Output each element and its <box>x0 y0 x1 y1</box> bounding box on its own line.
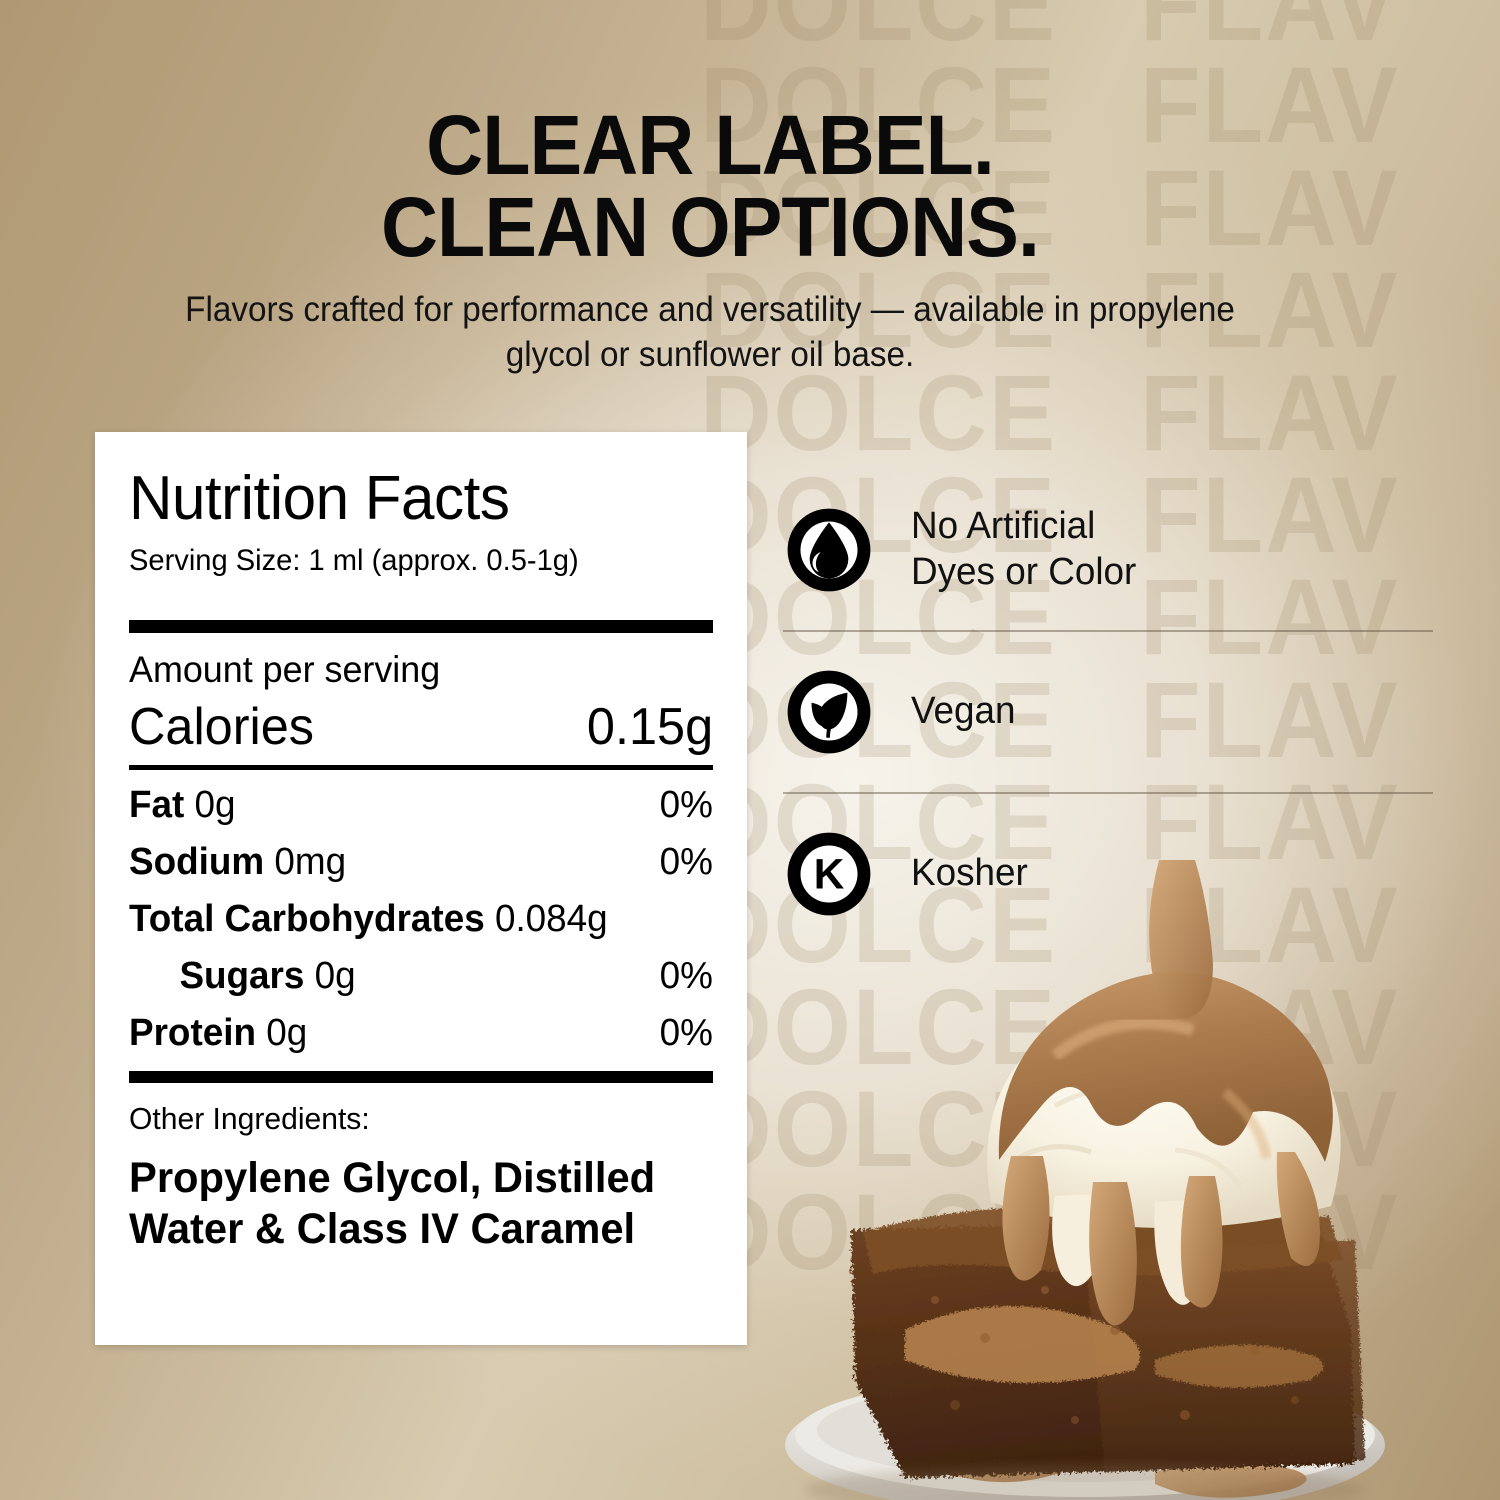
nutrient-name: Sugars <box>179 955 305 997</box>
kosher-k-icon: K <box>787 832 871 916</box>
badge-divider <box>783 630 1433 632</box>
watermark-word: DOLCE <box>700 1170 1057 1292</box>
nutrition-rule-calories <box>129 765 713 770</box>
nutrient-daily-value: 0% <box>659 784 713 826</box>
headline-block: CLEAR LABEL. CLEAN OPTIONS. Flavors craf… <box>60 98 1360 378</box>
serving-size-text: Serving Size: 1 ml (approx. 0.5-1g) <box>129 544 579 577</box>
calories-value: 0.15g <box>586 698 713 756</box>
headline-line-1: CLEAR LABEL. <box>426 98 995 192</box>
watermark-word: FLAV <box>1140 965 1400 1087</box>
nutrient-amount: 0g <box>304 955 356 997</box>
watermark-word: FLAV <box>1140 351 1400 473</box>
nutrient-amount: 0mg <box>264 841 347 883</box>
calories-label: Calories <box>129 698 315 756</box>
nutrient-name: Total Carbohydrates <box>129 898 485 940</box>
nutrient-row: Fat 0g 0% <box>129 784 713 827</box>
nutrient-row: Sodium 0mg 0% <box>129 841 713 884</box>
nutrient-name-amount: Total Carbohydrates 0.084g <box>129 898 608 941</box>
nutrient-name: Protein <box>129 1012 256 1054</box>
badge-row: Vegan <box>783 632 1433 792</box>
leaf-icon <box>787 670 871 754</box>
nutrient-amount: 0g <box>184 784 236 826</box>
certification-badge-list: No Artificial Dyes or Color Vegan K Kosher <box>783 470 1433 954</box>
watermark-word: DOLCE <box>700 351 1057 473</box>
nutrient-name: Fat <box>129 784 185 826</box>
nutrient-row: Sugars 0g 0% <box>129 955 713 998</box>
other-ingredients-text: Propylene Glycol, Distilled Water & Clas… <box>129 1154 656 1253</box>
amount-per-serving-label: Amount per serving <box>129 649 441 690</box>
nutrition-facts-card: Nutrition Facts Serving Size: 1 ml (appr… <box>95 432 747 1345</box>
badge-label: Vegan <box>911 690 1016 733</box>
nutrient-amount: 0.084g <box>484 898 608 940</box>
svg-text:K: K <box>814 851 845 898</box>
other-ingredients-label: Other Ingredients: <box>129 1101 370 1136</box>
nutrient-amount: 0g <box>255 1012 308 1054</box>
nutrient-daily-value: 0% <box>659 955 713 997</box>
watermark-word: DOLCE <box>700 965 1057 1087</box>
nutrient-name-amount: Protein 0g <box>129 1012 307 1055</box>
badge-row: No Artificial Dyes or Color <box>783 470 1433 630</box>
nutrient-rows: Fat 0g 0% Sodium 0mg 0% Total Carbohydrates … <box>129 784 713 1055</box>
calories-row: Calories 0.15g <box>129 697 713 757</box>
nutrient-name-amount: Fat 0g <box>129 784 236 827</box>
nutrient-name: Sodium <box>129 841 265 883</box>
droplet-icon <box>787 508 871 592</box>
sticky-toffee-pudding-photo <box>755 860 1500 1500</box>
nutrient-row: Total Carbohydrates 0.084g <box>129 898 713 941</box>
nutrient-row: Protein 0g 0% <box>129 1012 713 1055</box>
nutrition-facts-title: Nutrition Facts <box>129 464 510 533</box>
nutrition-rule-top <box>129 620 713 633</box>
nutrient-daily-value: 0% <box>659 1012 713 1054</box>
watermark-word: FLAV <box>1140 1068 1400 1190</box>
badge-label: No Artificial Dyes or Color <box>911 505 1137 593</box>
nutrient-name-amount: Sodium 0mg <box>129 841 346 884</box>
watermark-word: FLAV <box>1140 1170 1400 1292</box>
nutrient-daily-value: 0% <box>659 841 713 883</box>
headline-line-2: CLEAN OPTIONS. <box>380 180 1040 275</box>
nutrition-rule-bottom <box>129 1071 713 1083</box>
subheadline: Flavors crafted for performance and vers… <box>185 289 1235 375</box>
badge-row: K Kosher <box>783 794 1433 954</box>
watermark-word: FLAV <box>1140 0 1400 63</box>
badge-label: Kosher <box>911 852 1028 895</box>
badge-divider <box>783 792 1433 794</box>
nutrient-name-amount: Sugars 0g <box>129 955 356 998</box>
watermark-word: DOLCE <box>700 0 1057 63</box>
watermark-word: DOLCE <box>700 1068 1057 1190</box>
